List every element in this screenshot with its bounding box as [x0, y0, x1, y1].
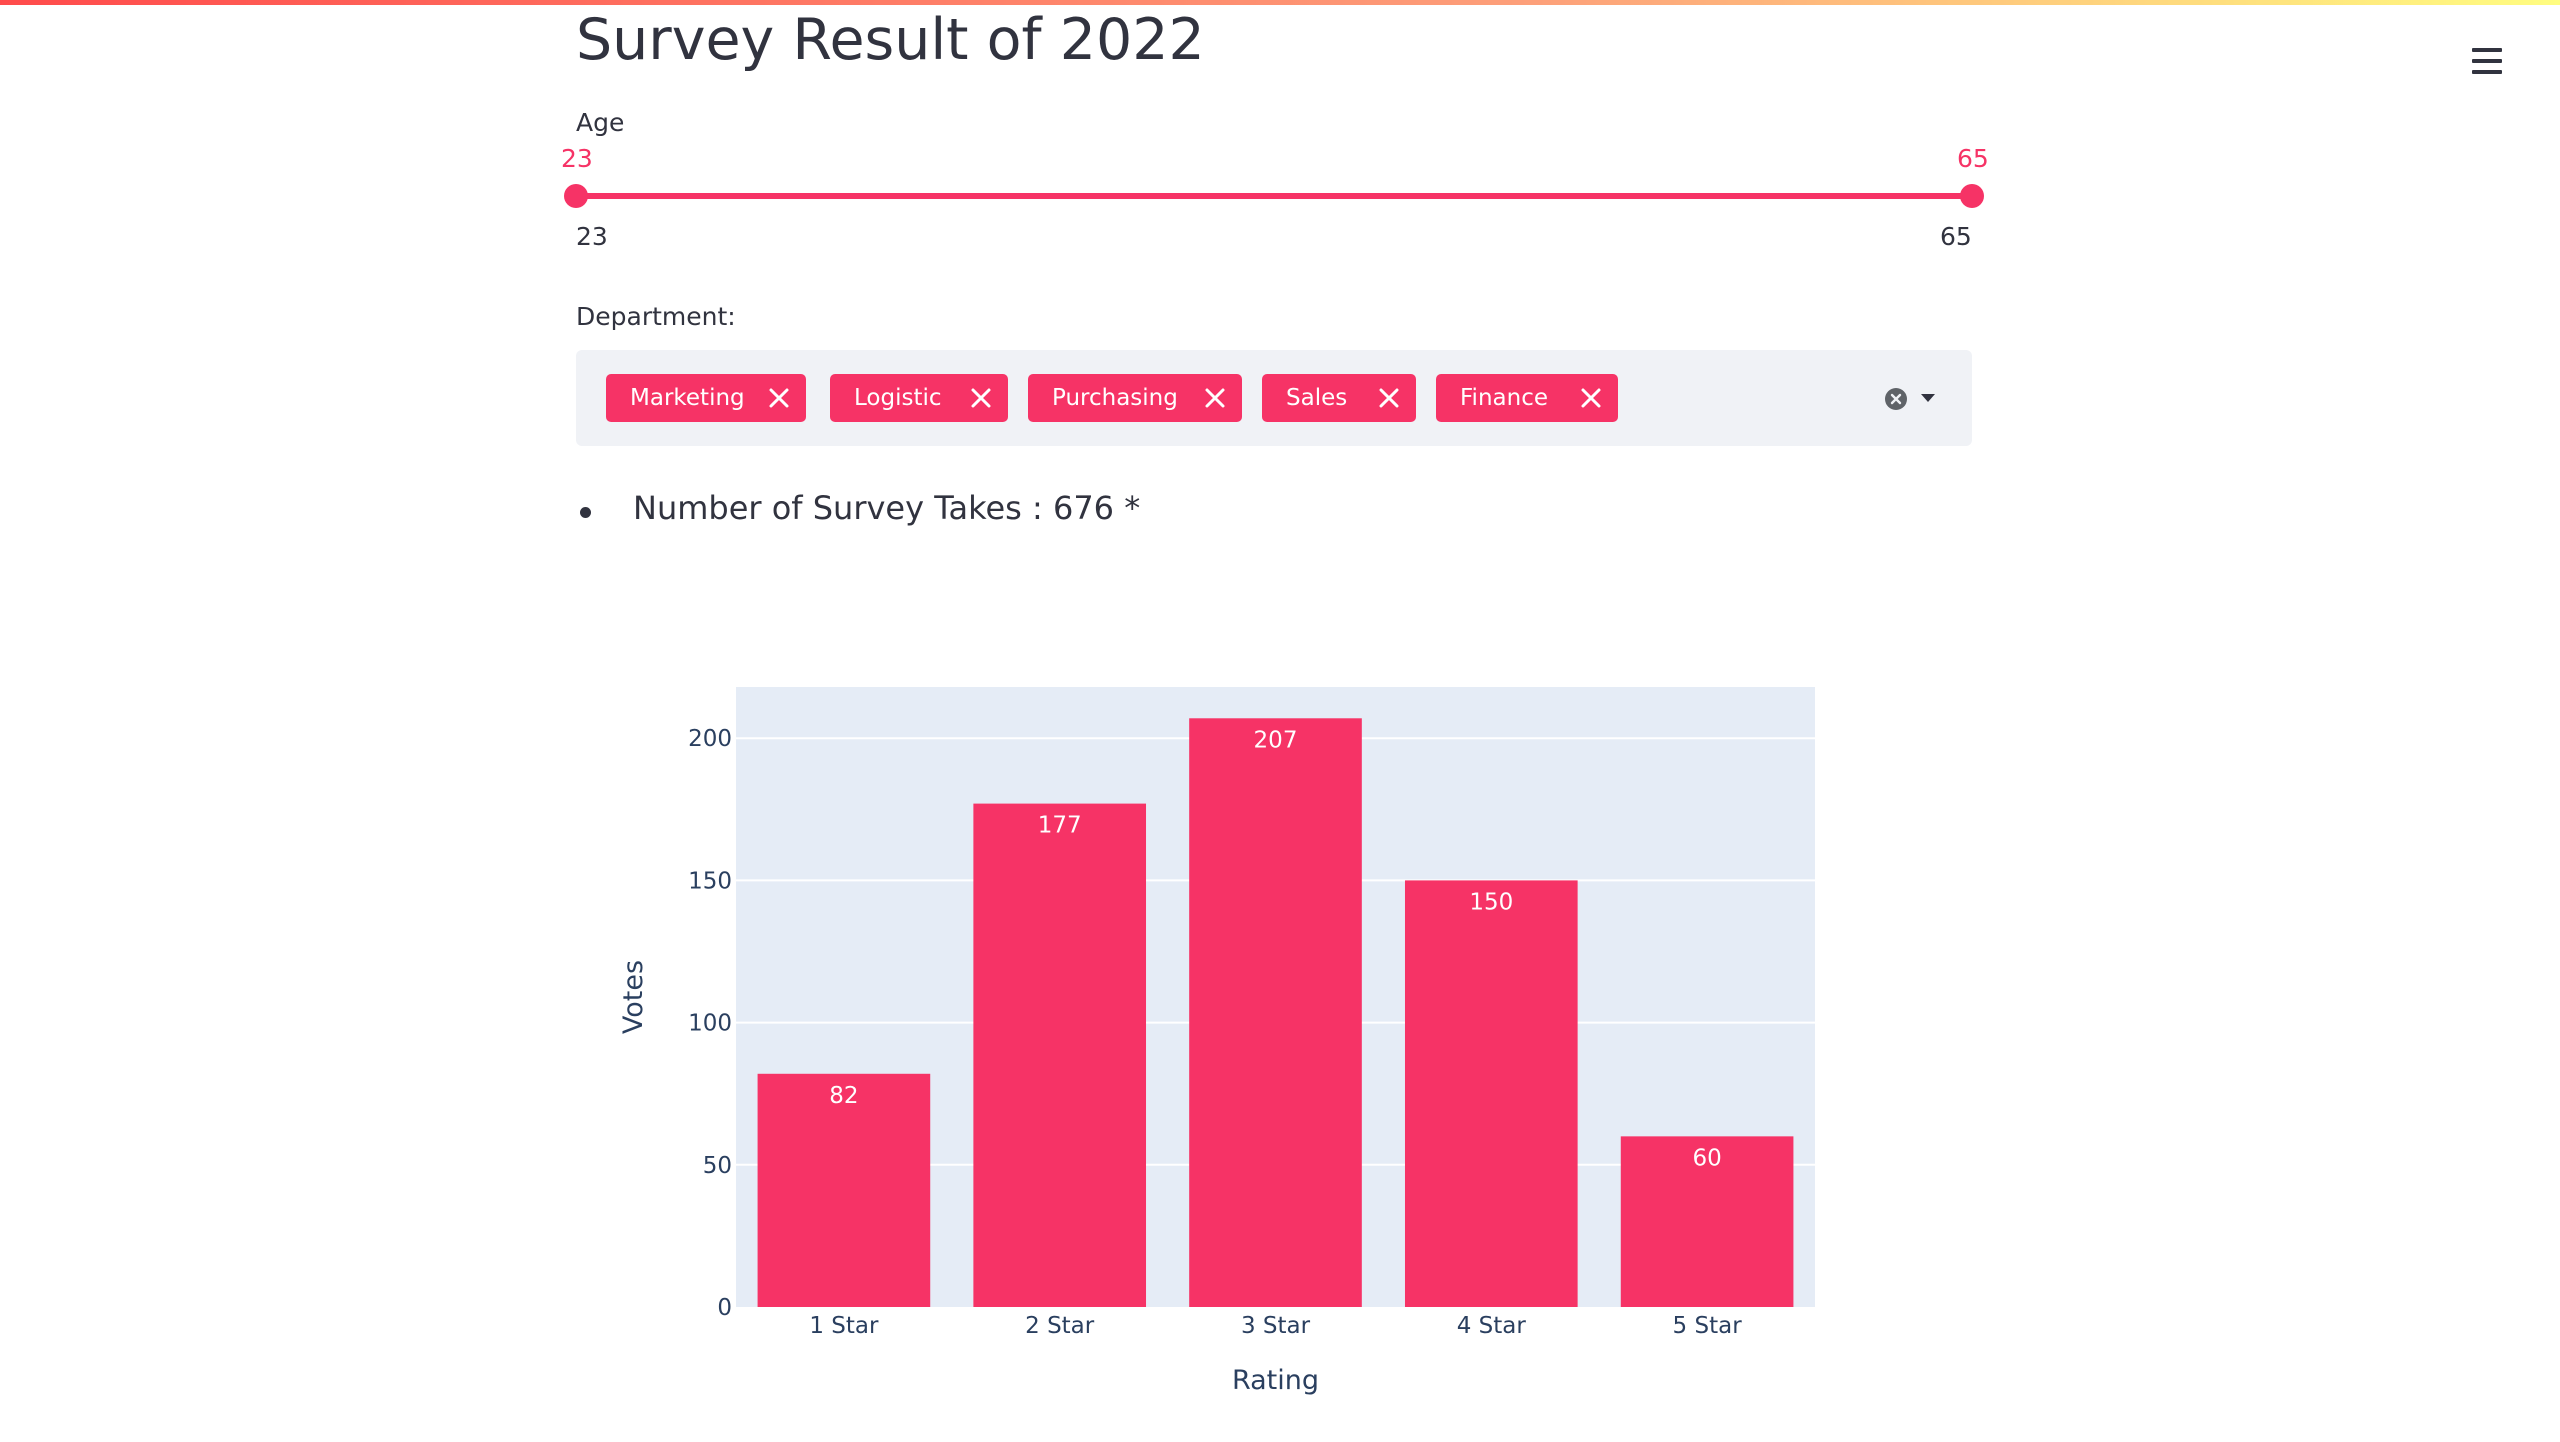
bar-value-label: 82 — [829, 1083, 858, 1109]
age-slider-min-label: 23 — [576, 222, 608, 251]
close-icon[interactable] — [968, 385, 994, 411]
x-axis-title: Rating — [1232, 1365, 1319, 1396]
bar-value-label: 207 — [1254, 727, 1298, 753]
age-slider-label: Age — [576, 108, 625, 137]
bar — [1189, 718, 1362, 1307]
close-icon[interactable] — [1202, 385, 1228, 411]
y-tick-label: 0 — [717, 1295, 732, 1321]
department-tag-label: Purchasing — [1052, 385, 1178, 411]
y-axis-title: Votes — [618, 960, 649, 1034]
department-multiselect[interactable]: Marketing Logistic Purchasing Sales Fina… — [576, 350, 1972, 446]
close-icon[interactable] — [766, 385, 792, 411]
bar-value-label: 60 — [1692, 1145, 1721, 1171]
department-tag-label: Sales — [1286, 385, 1348, 411]
department-tag-logistic: Logistic — [830, 374, 1008, 422]
age-slider-max-label: 65 — [1940, 222, 1972, 251]
close-icon[interactable] — [1578, 385, 1604, 411]
caret-down-icon[interactable] — [1918, 391, 1938, 405]
bar — [1620, 1136, 1794, 1307]
age-slider-track[interactable] — [576, 193, 1972, 199]
y-tick-label: 150 — [688, 868, 732, 894]
close-icon[interactable] — [1376, 385, 1402, 411]
department-tag-sales: Sales — [1262, 374, 1416, 422]
x-tick-label: 3 Star — [1241, 1313, 1311, 1339]
list-bullet — [580, 507, 591, 518]
hamburger-menu-icon — [2472, 48, 2502, 52]
page-title: Survey Result of 2022 — [576, 7, 1205, 73]
age-slider-high-thumb[interactable] — [1960, 184, 1984, 208]
department-tag-label: Logistic — [854, 385, 942, 411]
department-tag-purchasing: Purchasing — [1028, 374, 1242, 422]
bar — [757, 1073, 931, 1307]
y-tick-label: 200 — [688, 726, 732, 752]
age-slider-high-value: 65 — [1957, 144, 1989, 173]
department-tag-label: Finance — [1460, 385, 1548, 411]
department-tag-label: Marketing — [630, 385, 745, 411]
bar — [1404, 880, 1578, 1307]
survey-count-text: Number of Survey Takes : 676 * — [633, 489, 1141, 527]
clear-all-icon[interactable] — [1884, 387, 1908, 411]
age-slider-low-value: 23 — [561, 144, 593, 173]
y-tick-label: 50 — [703, 1153, 732, 1179]
y-tick-label: 100 — [688, 1011, 732, 1037]
x-tick-label: 5 Star — [1673, 1313, 1743, 1339]
ratings-bar-chart: 0 50 100 150 200 82 1 Star 177 2 Star 207 3 Star 15… — [618, 687, 1815, 1396]
bar-value-label: 177 — [1038, 813, 1082, 839]
app-header-decoration — [0, 0, 2560, 5]
x-tick-label: 1 Star — [809, 1313, 879, 1339]
age-slider-low-thumb[interactable] — [564, 184, 588, 208]
main-menu-button[interactable] — [2462, 40, 2512, 82]
department-label: Department: — [576, 302, 736, 331]
x-tick-label: 2 Star — [1025, 1313, 1095, 1339]
bar-value-label: 150 — [1469, 889, 1513, 915]
bar — [973, 803, 1147, 1307]
department-tag-finance: Finance — [1436, 374, 1618, 422]
x-tick-label: 4 Star — [1457, 1313, 1527, 1339]
department-tag-marketing: Marketing — [606, 374, 806, 422]
